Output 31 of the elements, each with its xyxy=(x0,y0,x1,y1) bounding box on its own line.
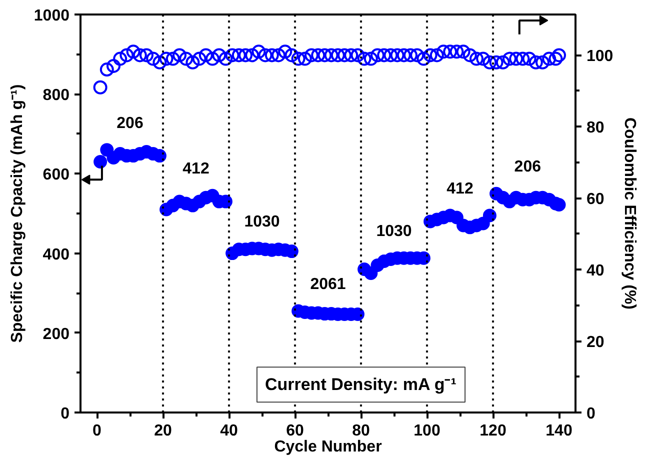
y2-axis-title: Coulombic Efficiency (%) xyxy=(621,117,638,310)
y-tick-label: 1000 xyxy=(34,8,70,24)
y2-tick-label: 80 xyxy=(586,120,604,137)
y2-tick-label: 40 xyxy=(586,262,604,280)
y2-tick-label: 20 xyxy=(586,334,604,352)
x-tick-label: 40 xyxy=(220,422,238,440)
x-tick-label: 60 xyxy=(286,422,304,440)
x-tick-label: 100 xyxy=(414,422,440,440)
y-tick-label: 200 xyxy=(42,326,70,343)
x-tick-label: 120 xyxy=(480,422,506,440)
y-tick-label: 400 xyxy=(42,246,70,264)
x-axis-title: Cycle Number xyxy=(274,438,382,456)
y-tick-label: 0 xyxy=(60,406,70,422)
annotation: 206 xyxy=(514,158,542,176)
annotation: 206 xyxy=(116,114,144,132)
x-tick-label: 0 xyxy=(92,422,102,440)
y2-tick-label: 100 xyxy=(586,48,614,66)
annotation: Current Density: mA g⁻¹ xyxy=(264,375,457,394)
y-tick-label: 600 xyxy=(42,166,70,184)
annotation: 1030 xyxy=(244,214,280,231)
annotation: 412 xyxy=(446,180,474,198)
x-tick-label: 20 xyxy=(154,422,172,440)
y2-tick-label: 0 xyxy=(586,406,596,422)
y-axis-title: Specific Charge Cpacity (mAh g⁻¹) xyxy=(8,84,26,343)
annotation: 1030 xyxy=(376,223,412,240)
y2-tick-label: 60 xyxy=(586,191,604,208)
x-tick-label: 140 xyxy=(546,422,572,440)
y-tick-label: 800 xyxy=(42,87,70,104)
annotation: 412 xyxy=(182,160,210,178)
x-tick-label: 80 xyxy=(352,422,370,440)
annotation: 2061 xyxy=(310,276,346,294)
